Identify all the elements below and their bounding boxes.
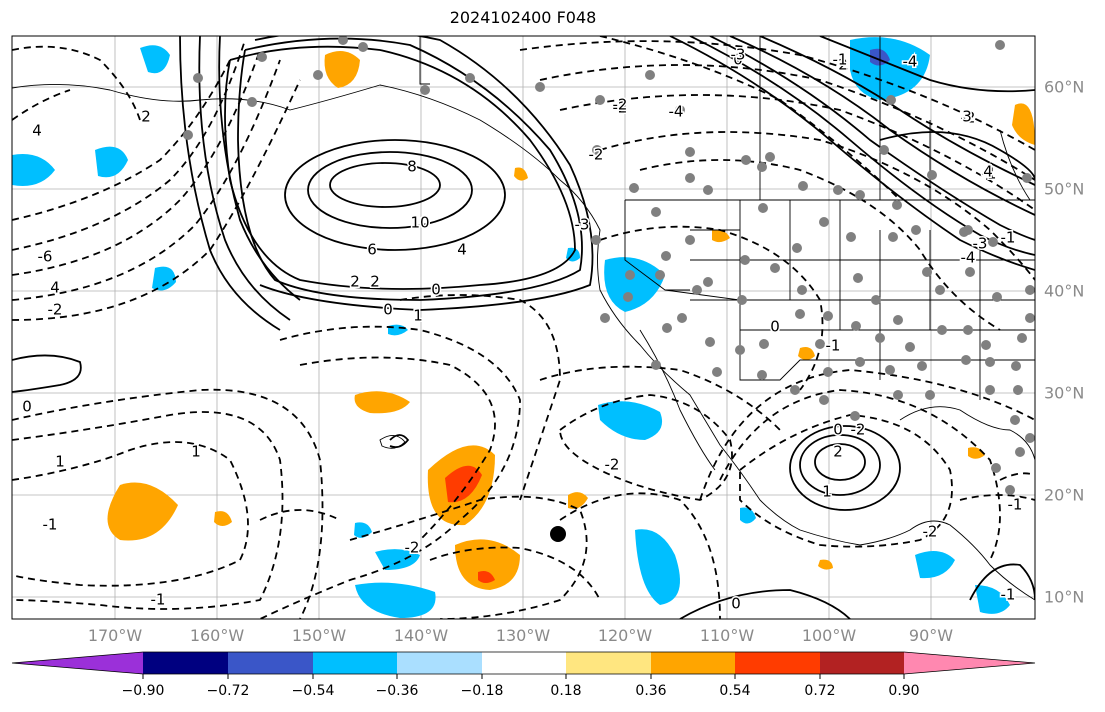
lat-label: 20°N (1044, 485, 1085, 505)
contour-label: 0 (22, 398, 32, 416)
lon-label: 100°W (801, 626, 857, 645)
contour-label: 0 (431, 281, 441, 299)
lat-label: 60°N (1044, 77, 1085, 97)
contour-label: -2 (851, 421, 866, 439)
colorbar-tick-label: 0.18 (550, 683, 582, 699)
colorbar-segment (735, 652, 820, 674)
colorbar-tick-label: −0.90 (121, 683, 165, 699)
shading-negative (12, 37, 1010, 618)
contours-positive (12, 36, 1035, 619)
contour-label: 0 (731, 595, 741, 613)
colorbar-segment (820, 652, 904, 674)
contour-label: 3 (962, 108, 972, 126)
contour-label: -2 (923, 523, 938, 541)
colorbar-segment (904, 652, 1035, 674)
contour-label: 1 (55, 453, 65, 471)
contour-label: 0 (383, 301, 393, 319)
contours-negative (12, 36, 1035, 619)
colorbar-segment (143, 652, 228, 674)
contour-label: -1 (833, 51, 848, 69)
colorbar-tick-label: −0.18 (460, 683, 504, 699)
contour-label: 4 (983, 163, 993, 181)
contour-label: 4 (32, 122, 42, 140)
contour-label: -4 (903, 53, 918, 71)
contour-label: -4 (669, 103, 684, 121)
contour-label: 10 (410, 214, 429, 232)
lon-label: 170°W (87, 626, 143, 645)
graticule (12, 36, 1035, 619)
contour-label: 4 (50, 279, 60, 297)
contour-label: 2 (350, 273, 360, 291)
station-dots (183, 36, 1035, 495)
contour-label: -3 (575, 216, 590, 234)
contour-label: 2 (370, 273, 380, 291)
contour-label: 6 (367, 241, 377, 259)
contour-label: -1 (982, 165, 997, 183)
lat-label: 10°N (1044, 587, 1085, 607)
colorbar-tick-label: 0.36 (635, 683, 667, 699)
contour-label: 1 (822, 483, 832, 501)
contour-label: -2 (613, 99, 628, 117)
contour-label: 0 (770, 318, 780, 336)
contour-label: -1 (1001, 586, 1016, 604)
lon-label: 150°W (291, 626, 347, 645)
contour-label: -2 (405, 539, 420, 557)
contour-label: 2 (838, 56, 848, 74)
lon-label: 90°W (908, 626, 954, 645)
contour-label: -6 (38, 248, 53, 266)
contour-label: -1 (826, 337, 841, 355)
map-area (12, 36, 1035, 619)
colorbar-segment (12, 652, 143, 674)
map-title: 2024102400 F048 (449, 8, 597, 27)
lat-label: 50°N (1044, 179, 1085, 199)
coastlines (12, 36, 1035, 601)
colorbar (11, 651, 1036, 679)
contour-label: -2 (48, 301, 63, 319)
colorbar-segment (651, 652, 735, 674)
colorbar-segment (566, 652, 651, 674)
colorbar-tick-label: −0.36 (375, 683, 419, 699)
contour-label: 1 (413, 307, 423, 325)
lon-label: 120°W (597, 626, 653, 645)
contour-label: -1 (1008, 496, 1023, 514)
contour-label: 4 (457, 241, 467, 259)
marker-dot (550, 526, 566, 542)
colorbar-tick-label: 0.90 (888, 683, 920, 699)
lon-label: 140°W (393, 626, 449, 645)
contour-label: -1 (1001, 229, 1016, 247)
colorbar-tick-label: 0.72 (804, 683, 836, 699)
contour-label: -2 (605, 456, 620, 474)
lon-label: 160°W (189, 626, 245, 645)
colorbar-segment (313, 652, 397, 674)
colorbar-segment (228, 652, 313, 674)
lon-label: 130°W (495, 626, 551, 645)
contour-label: 0 (733, 51, 743, 69)
contour-label: 2 (141, 108, 151, 126)
colorbar-segment (482, 652, 566, 674)
contour-label: 1 (191, 443, 201, 461)
shading-positive (107, 51, 1035, 590)
contour-label: -1 (151, 591, 166, 609)
map-frame (11, 35, 1036, 620)
contour-label: 8 (407, 158, 417, 176)
contour-label: -1 (43, 516, 58, 534)
colorbar-tick-label: 0.54 (719, 683, 751, 699)
contour-label: -3 (731, 46, 746, 64)
lat-label: 40°N (1044, 281, 1085, 301)
lon-label: 110°W (699, 626, 755, 645)
contour-label: -3 (973, 235, 988, 253)
contour-label: 0 (833, 421, 843, 439)
contour-label: -2 (613, 96, 628, 114)
contour-label: 2 (833, 443, 843, 461)
contour-label: -4 (961, 249, 976, 267)
contour-label: -2 (961, 109, 976, 127)
colorbar-segment (397, 652, 482, 674)
colorbar-tick-label: −0.72 (206, 683, 250, 699)
lat-label: 30°N (1044, 383, 1085, 403)
colorbar-tick-label: −0.54 (291, 683, 335, 699)
contour-label: -2 (589, 146, 604, 164)
